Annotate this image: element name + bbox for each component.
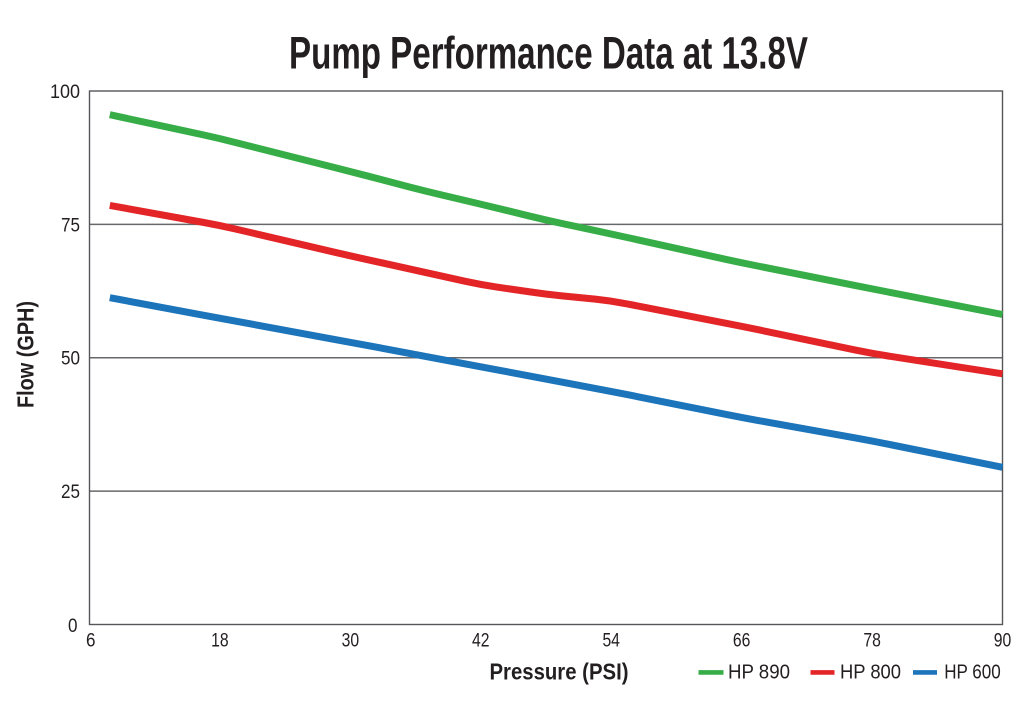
svg-text:Pressure (PSI): Pressure (PSI) <box>490 659 629 685</box>
svg-text:90: 90 <box>994 630 1012 652</box>
svg-text:0: 0 <box>68 615 78 637</box>
svg-text:66: 66 <box>733 630 751 652</box>
svg-text:30: 30 <box>342 630 360 652</box>
svg-text:HP 600: HP 600 <box>944 661 1001 683</box>
svg-text:18: 18 <box>211 630 229 652</box>
svg-text:HP 890: HP 890 <box>728 661 790 683</box>
svg-text:Pump Performance Data at 13.8V: Pump Performance Data at 13.8V <box>289 27 808 78</box>
svg-text:42: 42 <box>472 630 490 652</box>
svg-text:54: 54 <box>602 630 620 652</box>
svg-text:Flow (GPH): Flow (GPH) <box>13 301 39 408</box>
svg-text:78: 78 <box>863 630 881 652</box>
svg-text:50: 50 <box>61 348 80 370</box>
svg-text:100: 100 <box>50 81 80 103</box>
svg-text:75: 75 <box>61 214 80 236</box>
svg-text:6: 6 <box>86 630 96 652</box>
svg-text:25: 25 <box>61 481 80 503</box>
svg-text:HP 800: HP 800 <box>840 661 901 683</box>
